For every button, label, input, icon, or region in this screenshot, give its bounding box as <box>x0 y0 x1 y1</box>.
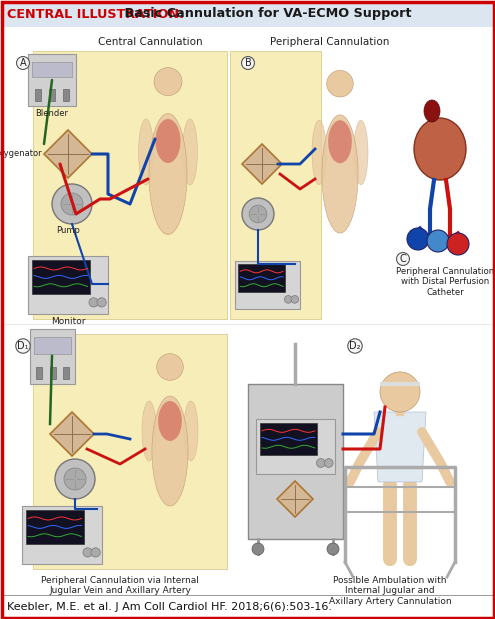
Polygon shape <box>50 412 94 456</box>
Bar <box>63 366 69 378</box>
Text: Keebler, M.E. et al. J Am Coll Cardiol HF. 2018;6(6):503-16.: Keebler, M.E. et al. J Am Coll Cardiol H… <box>7 602 332 612</box>
Text: Monitor: Monitor <box>51 317 85 326</box>
Bar <box>63 89 69 101</box>
Circle shape <box>327 71 353 97</box>
Bar <box>260 423 317 455</box>
Circle shape <box>252 543 264 555</box>
Bar <box>49 89 55 101</box>
Ellipse shape <box>139 119 153 185</box>
Polygon shape <box>277 481 313 517</box>
Ellipse shape <box>183 119 198 185</box>
Text: Blender: Blender <box>36 109 68 118</box>
Bar <box>235 261 300 309</box>
Ellipse shape <box>354 120 368 184</box>
Circle shape <box>61 193 83 215</box>
Circle shape <box>380 372 420 412</box>
Circle shape <box>97 298 106 307</box>
Circle shape <box>316 459 325 467</box>
Circle shape <box>52 184 92 224</box>
Circle shape <box>249 206 267 223</box>
Bar <box>26 510 84 543</box>
Text: Central Cannulation: Central Cannulation <box>98 37 202 47</box>
Circle shape <box>89 298 98 307</box>
Circle shape <box>407 228 429 250</box>
Ellipse shape <box>158 401 182 441</box>
Ellipse shape <box>184 401 198 461</box>
Bar <box>256 419 335 474</box>
Text: CENTRAL ILLUSTRATION:: CENTRAL ILLUSTRATION: <box>7 7 184 20</box>
Bar <box>32 260 90 293</box>
Circle shape <box>157 353 183 380</box>
Ellipse shape <box>142 401 156 461</box>
Ellipse shape <box>322 115 358 233</box>
Bar <box>36 366 42 378</box>
Text: Peripheral Cannulation
with Distal Perfusion
Catheter: Peripheral Cannulation with Distal Perfu… <box>396 267 494 297</box>
Bar <box>35 89 41 101</box>
Bar <box>230 51 321 319</box>
Ellipse shape <box>149 113 187 235</box>
Ellipse shape <box>152 396 188 506</box>
Circle shape <box>427 230 449 252</box>
Text: Possible Ambulation with
Internal Jugular and
Axillary Artery Cannulation: Possible Ambulation with Internal Jugula… <box>329 576 451 606</box>
Text: Oxygenator: Oxygenator <box>0 150 42 158</box>
Circle shape <box>291 295 298 303</box>
Circle shape <box>55 459 95 499</box>
Bar <box>248 384 343 539</box>
Text: D₂: D₂ <box>349 341 361 351</box>
Bar <box>28 54 76 106</box>
Ellipse shape <box>155 119 181 163</box>
Text: B: B <box>245 58 251 68</box>
Bar <box>32 62 72 77</box>
Bar <box>22 506 102 564</box>
Polygon shape <box>242 144 282 184</box>
Ellipse shape <box>312 120 326 184</box>
Text: Peripheral Cannulation: Peripheral Cannulation <box>270 37 390 47</box>
Polygon shape <box>374 412 426 482</box>
Circle shape <box>447 233 469 255</box>
Circle shape <box>242 198 274 230</box>
Text: C: C <box>399 254 406 264</box>
Bar <box>33 51 227 319</box>
Bar <box>2 1 493 27</box>
Text: D₁: D₁ <box>17 341 29 351</box>
Bar <box>28 256 108 314</box>
Circle shape <box>154 67 182 95</box>
Bar <box>50 366 55 378</box>
Text: A: A <box>20 58 26 68</box>
Bar <box>33 334 227 569</box>
Circle shape <box>327 543 339 555</box>
Circle shape <box>83 548 92 557</box>
Polygon shape <box>44 130 92 178</box>
Bar <box>30 329 75 384</box>
Text: Peripheral Cannulation via Internal
Jugular Vein and Axillary Artery: Peripheral Cannulation via Internal Jugu… <box>41 576 199 595</box>
Circle shape <box>64 468 86 490</box>
Bar <box>238 264 285 292</box>
Ellipse shape <box>414 118 466 180</box>
Ellipse shape <box>328 120 352 163</box>
Text: Pump: Pump <box>56 226 80 235</box>
Ellipse shape <box>424 100 440 122</box>
Circle shape <box>91 548 100 557</box>
Bar <box>34 337 71 353</box>
Text: Basic Cannulation for VA-ECMO Support: Basic Cannulation for VA-ECMO Support <box>120 7 411 20</box>
Circle shape <box>285 295 292 303</box>
Circle shape <box>324 459 333 467</box>
